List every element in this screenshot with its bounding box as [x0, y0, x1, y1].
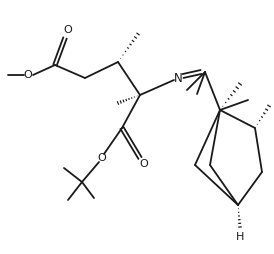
Text: H: H	[236, 232, 244, 242]
Text: O: O	[140, 159, 149, 169]
Text: O: O	[24, 70, 32, 80]
Text: O: O	[98, 153, 106, 163]
Text: N: N	[174, 71, 182, 85]
Text: O: O	[64, 25, 72, 35]
